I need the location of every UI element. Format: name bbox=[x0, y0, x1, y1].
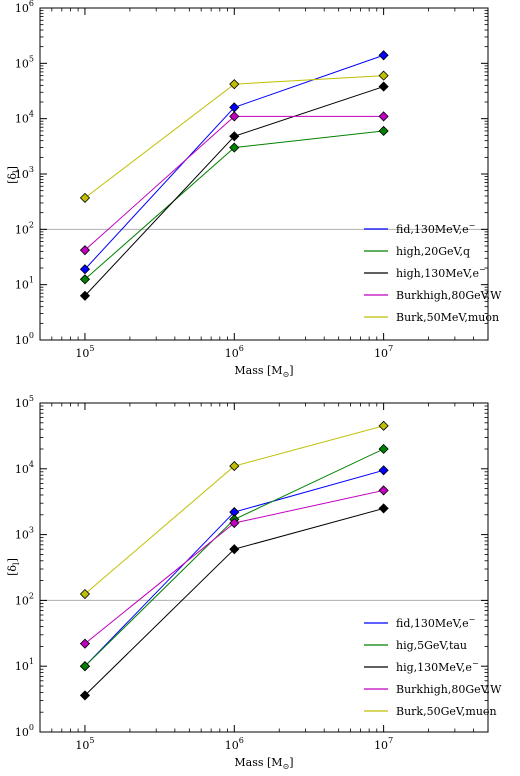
series-2 bbox=[79, 503, 389, 701]
series-3 bbox=[79, 111, 389, 256]
data-point bbox=[229, 517, 240, 529]
x-tick-label: 105 bbox=[75, 344, 94, 360]
data-point bbox=[79, 588, 91, 600]
y-tick-label: 100 bbox=[15, 331, 34, 347]
series-line bbox=[84, 130, 384, 280]
data-point bbox=[378, 443, 389, 455]
x-axis-label: Mass [M⊙] bbox=[234, 756, 293, 771]
data-point bbox=[378, 420, 389, 431]
x-tick-label: 107 bbox=[374, 736, 393, 752]
y-axis: 100 101 102 103 104 105 106 bbox=[15, 0, 488, 347]
data-point bbox=[79, 690, 91, 701]
y-tick-label: 104 bbox=[15, 110, 34, 126]
data-point bbox=[229, 79, 240, 90]
data-point bbox=[229, 544, 240, 555]
x-tick-label: 106 bbox=[225, 344, 244, 360]
legend-label: Burkhigh,80GeV,W bbox=[396, 289, 502, 302]
data-point bbox=[79, 661, 91, 672]
y-tick-label: 105 bbox=[15, 54, 34, 70]
data-point bbox=[79, 274, 91, 285]
series-4 bbox=[79, 420, 389, 600]
plot-frame bbox=[39, 7, 489, 341]
legend: fid,130MeV,e− hig,5GeV,tau hig,130MeV,e− Bu… bbox=[364, 615, 502, 718]
x-tick-label: 107 bbox=[374, 344, 393, 360]
legend-label: fid,130MeV,e− bbox=[396, 221, 475, 236]
legend-label: Burkhigh,80GeV,W bbox=[396, 683, 502, 696]
plot-frame bbox=[39, 402, 489, 733]
series-line bbox=[84, 507, 384, 696]
legend-label: hig,130MeV,e− bbox=[396, 659, 479, 674]
data-point bbox=[229, 461, 240, 472]
y-axis-label: [δl] bbox=[6, 558, 21, 576]
legend-label: Burk,50MeV,muon bbox=[396, 311, 499, 324]
legend-label: hig,5GeV,tau bbox=[396, 639, 467, 652]
series-2 bbox=[79, 81, 389, 301]
x-axis-label: Mass [M⊙] bbox=[234, 364, 293, 379]
series-4 bbox=[79, 70, 389, 203]
y-tick-label: 106 bbox=[15, 0, 34, 15]
series-0 bbox=[79, 50, 389, 275]
data-point bbox=[229, 131, 240, 142]
y-tick-label: 104 bbox=[15, 460, 34, 476]
data-point bbox=[79, 192, 91, 203]
legend-label: high,130MeV,e− bbox=[396, 265, 486, 280]
legend-label: Burk,50GeV,muon bbox=[396, 705, 497, 718]
data-point bbox=[79, 290, 91, 301]
y-tick-label: 105 bbox=[15, 394, 34, 410]
data-point bbox=[378, 50, 389, 61]
bottom-chart-panel: 100 101 102 103 104 105 105 106 107 Mass [M⊙] [δl]… bbox=[6, 394, 502, 771]
data-point bbox=[79, 638, 91, 649]
data-point bbox=[229, 142, 240, 153]
legend: fid,130MeV,e− high,20GeV,q high,130MeV,e− B… bbox=[364, 221, 502, 324]
y-tick-label: 103 bbox=[15, 165, 34, 181]
series-1 bbox=[79, 443, 389, 672]
series-line bbox=[84, 448, 384, 667]
data-point bbox=[378, 465, 389, 476]
y-tick-label: 102 bbox=[15, 220, 34, 236]
y-axis-label: [δl] bbox=[6, 166, 21, 184]
series-1 bbox=[79, 125, 389, 285]
x-tick-label: 106 bbox=[225, 736, 244, 752]
legend-label: fid,130MeV,e− bbox=[396, 615, 475, 630]
x-tick-label: 105 bbox=[75, 736, 94, 752]
data-point bbox=[378, 70, 389, 81]
top-chart-panel: 100 101 102 103 104 105 106 105 106 107 Mass [M⊙] [… bbox=[6, 0, 502, 379]
data-point bbox=[79, 264, 91, 275]
x-axis: 105 106 107 bbox=[39, 8, 489, 360]
x-axis: 105 106 107 bbox=[39, 403, 489, 752]
y-tick-label: 102 bbox=[15, 591, 34, 607]
y-tick-label: 103 bbox=[15, 526, 34, 542]
data-point bbox=[378, 111, 389, 122]
y-tick-label: 101 bbox=[15, 276, 34, 292]
y-tick-label: 101 bbox=[15, 657, 34, 673]
data-point bbox=[378, 503, 389, 514]
series-3 bbox=[79, 485, 389, 649]
legend-label: high,20GeV,q bbox=[396, 245, 470, 258]
y-tick-label: 100 bbox=[15, 723, 34, 739]
data-point bbox=[378, 81, 389, 92]
data-point bbox=[229, 111, 240, 122]
data-point bbox=[378, 485, 389, 496]
series-0 bbox=[79, 465, 389, 672]
data-point bbox=[378, 125, 389, 137]
data-point bbox=[79, 245, 91, 256]
